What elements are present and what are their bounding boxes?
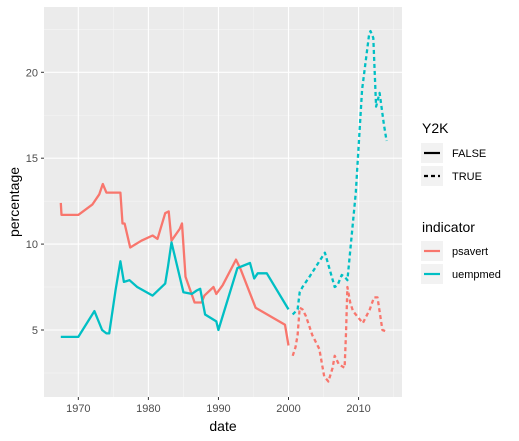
y-axis: 5 10 15 20 [26,67,44,337]
panel-background [44,7,402,397]
y-tick-label: 10 [26,239,38,251]
x-tick-label: 1970 [66,403,90,415]
x-tick-label: 1990 [206,403,230,415]
series-line-psavert-false [59,182,290,346]
legend-label-psavert: psavert [452,246,488,258]
legend-label-true: TRUE [452,171,482,183]
legend-label-false: FALSE [452,148,486,160]
series-line-uempmed-true [291,29,388,316]
legend-linetype-title: Y2K [422,120,449,136]
x-tick-label: 1980 [136,403,160,415]
y-tick-label: 15 [26,153,38,165]
x-axis-title: date [209,418,236,434]
y-tick-label: 20 [26,67,38,79]
legend-label-uempmed: uempmed [452,269,501,281]
y-axis-title: percentage [6,167,22,237]
legend-indicator: indicator psavert uempmed [421,219,501,284]
major-gridlines [44,7,402,397]
y-tick-label: 5 [32,325,38,337]
x-tick-label: 2010 [346,403,370,415]
series-line-psavert-true [291,285,388,383]
legend-linetype: Y2K FALSE TRUE [421,120,486,186]
series-lines [59,29,388,383]
legend-indicator-title: indicator [422,219,475,235]
x-tick-label: 2000 [276,403,300,415]
series-line-uempmed-false [60,241,290,339]
x-axis: 1970 1980 1990 2000 2010 [66,397,371,415]
